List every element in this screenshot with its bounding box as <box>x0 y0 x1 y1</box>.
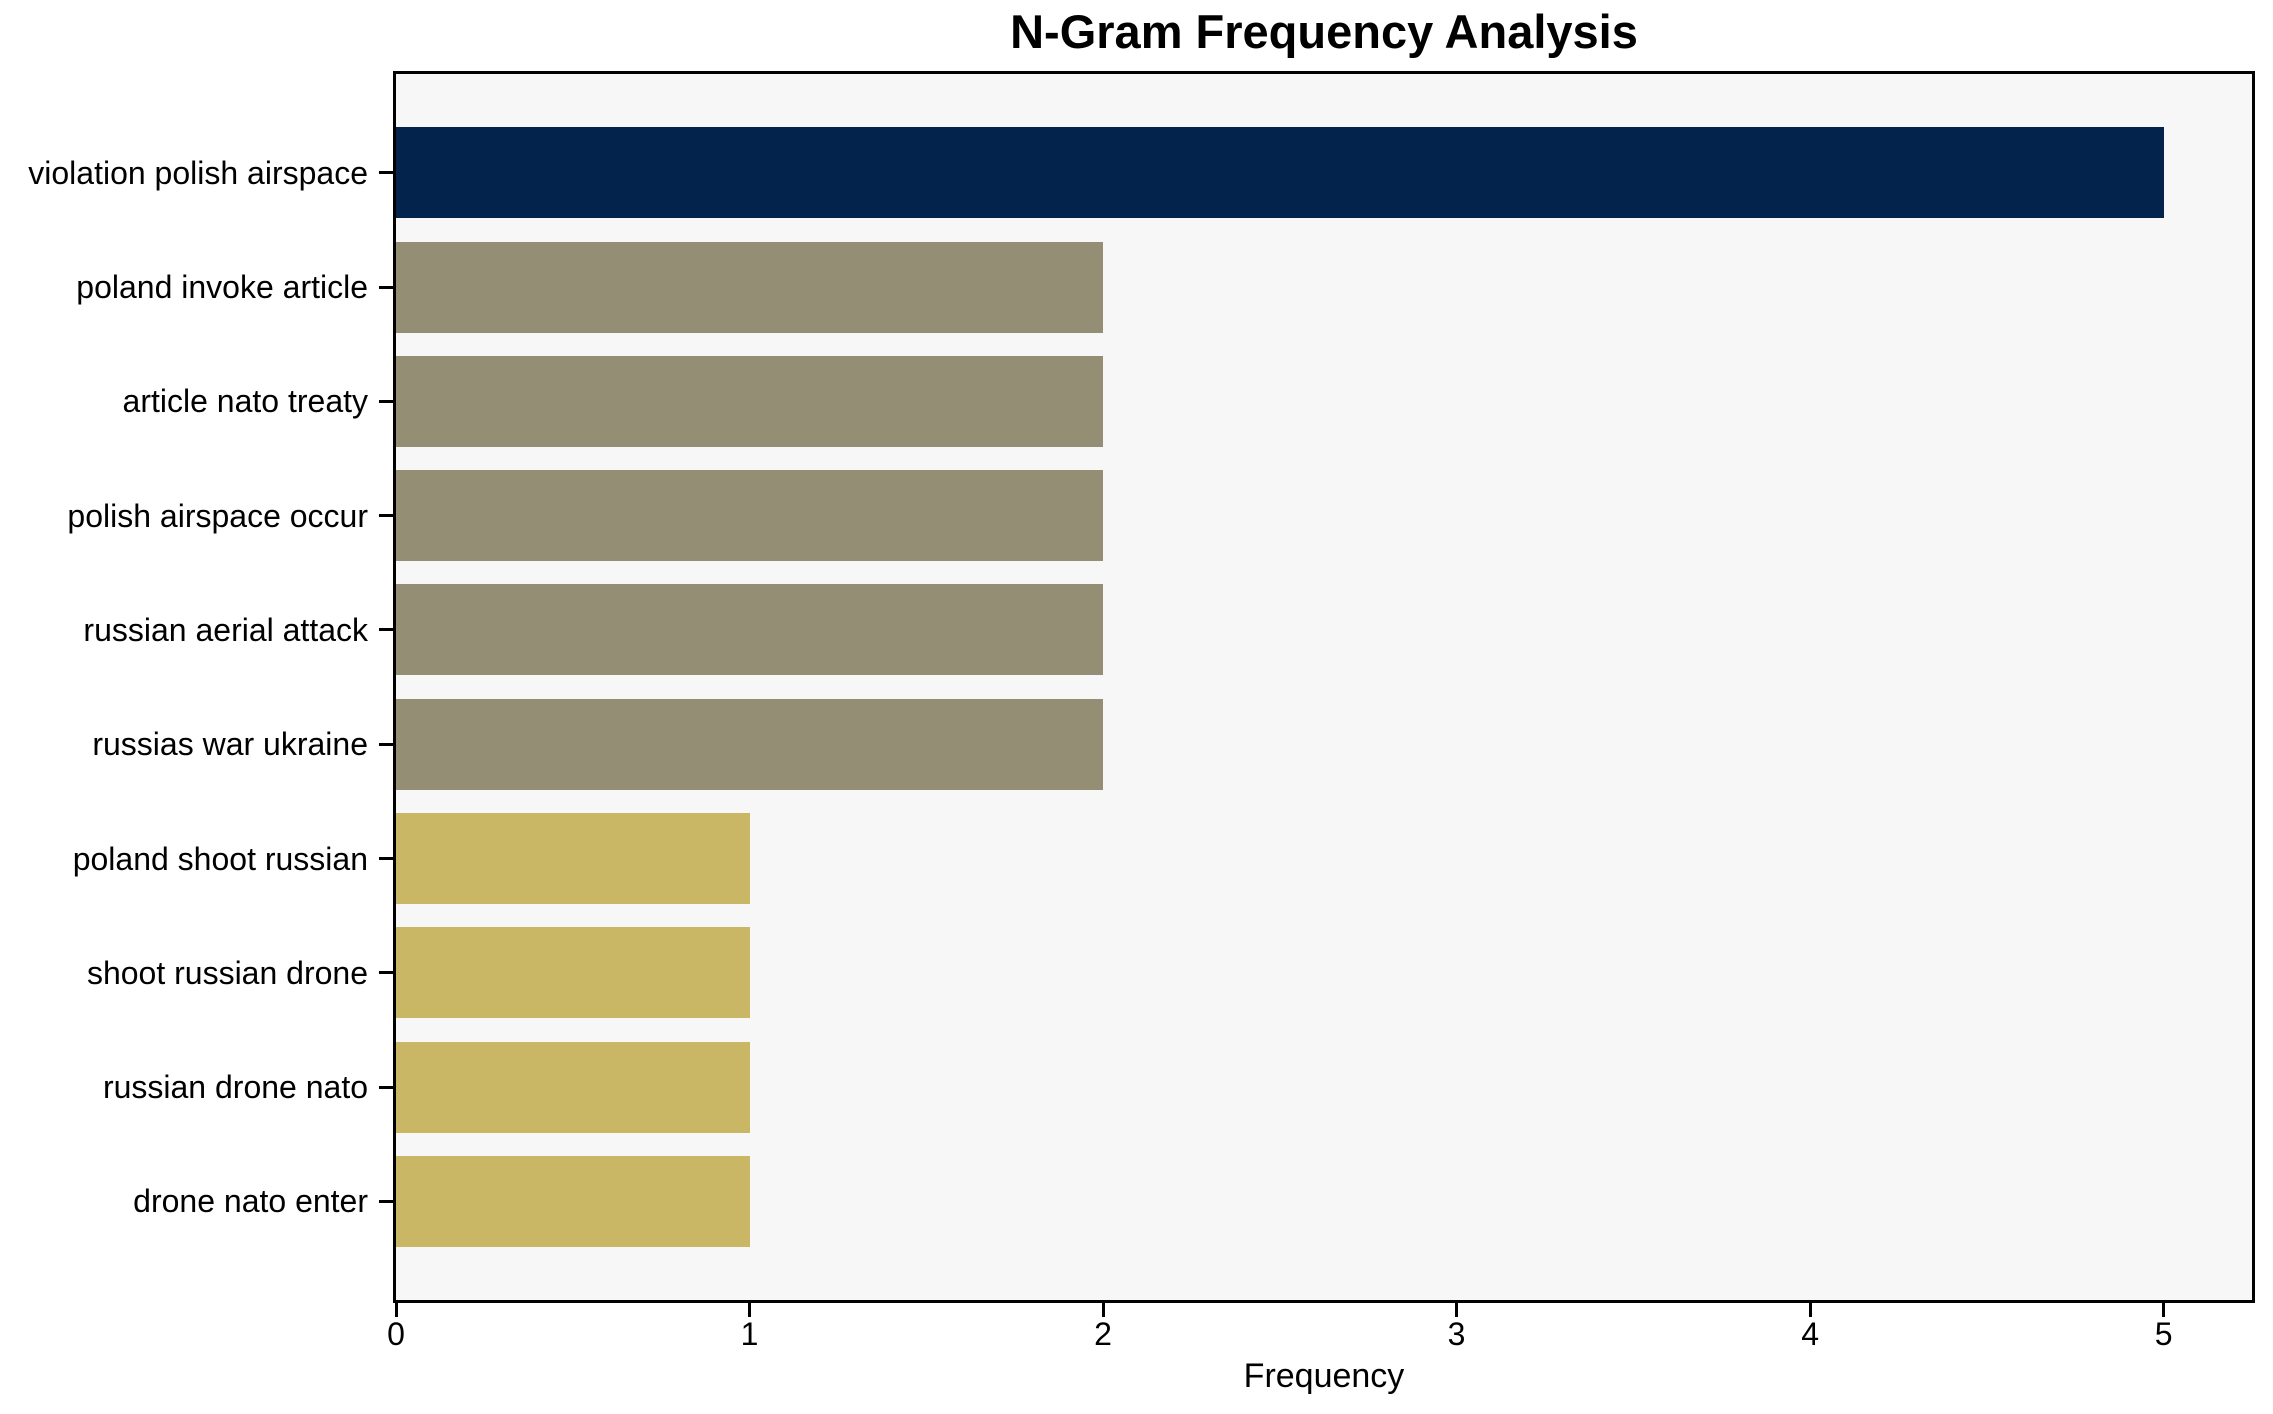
bar-row <box>396 916 2252 1030</box>
x-tick-label: 5 <box>2154 1316 2173 1352</box>
bar-shoot-russian-drone <box>396 927 750 1019</box>
y-tick-label: drone nato enter <box>133 1183 368 1220</box>
plot-area <box>393 71 2255 1303</box>
y-tick-label: russias war ukraine <box>92 726 368 763</box>
y-tick-label: polish airspace occur <box>67 497 368 534</box>
y-tick-mark <box>379 742 393 746</box>
bar-row <box>396 344 2252 458</box>
bar-row <box>396 573 2252 687</box>
bar-polish-airspace-occur <box>396 470 1104 562</box>
y-tick-label: violation polish airspace <box>28 154 368 191</box>
y-tick-mark <box>379 399 393 403</box>
bar-row <box>396 801 2252 915</box>
x-tick-mark <box>1101 1303 1105 1317</box>
y-tick-label: poland invoke article <box>76 269 368 306</box>
bar-article-nato-treaty <box>396 355 1104 447</box>
y-tick-label: article nato treaty <box>122 383 368 420</box>
x-tick-label: 2 <box>1094 1316 1112 1352</box>
y-tick-mark <box>379 628 393 632</box>
x-tick-label: 1 <box>740 1316 759 1352</box>
x-tick-mark <box>1455 1303 1459 1317</box>
chart-title: N-Gram Frequency Analysis <box>1010 5 1638 58</box>
x-tick-label: 0 <box>387 1316 405 1352</box>
bar-row <box>396 458 2252 572</box>
y-tick-mark <box>379 1085 393 1089</box>
bar-row <box>396 1030 2252 1144</box>
y-tick-mark <box>379 514 393 518</box>
bar-poland-shoot-russian <box>396 813 750 905</box>
bar-russias-war-ukraine <box>396 698 1104 790</box>
bar-russian-aerial-attack <box>396 584 1104 676</box>
x-tick-label: 4 <box>1801 1316 1819 1352</box>
bars-container <box>396 74 2252 1300</box>
bar-row <box>396 230 2252 344</box>
bar-row <box>396 1144 2252 1258</box>
x-tick-mark <box>1808 1303 1812 1317</box>
bar-poland-invoke-article <box>396 241 1104 333</box>
y-tick-mark <box>379 857 393 861</box>
bar-drone-nato-enter <box>396 1155 750 1247</box>
y-tick-mark <box>379 971 393 975</box>
bar-row <box>396 687 2252 801</box>
bar-violation-polish-airspace <box>396 127 2164 219</box>
y-tick-label: russian drone nato <box>102 1069 368 1106</box>
x-tick-mark <box>2162 1303 2166 1317</box>
y-tick-mark <box>379 1199 393 1203</box>
y-tick-label: russian aerial attack <box>83 611 368 648</box>
x-tick-mark <box>394 1303 398 1317</box>
x-tick-label: 3 <box>1447 1316 1466 1352</box>
y-tick-mark <box>379 171 393 175</box>
bar-row <box>396 116 2252 230</box>
x-axis-title: Frequency <box>1243 1357 1405 1395</box>
x-tick-mark <box>748 1303 752 1317</box>
y-tick-label: poland shoot russian <box>72 840 368 877</box>
y-tick-mark <box>379 285 393 289</box>
bar-russian-drone-nato <box>396 1041 750 1133</box>
y-tick-label: shoot russian drone <box>86 954 368 991</box>
